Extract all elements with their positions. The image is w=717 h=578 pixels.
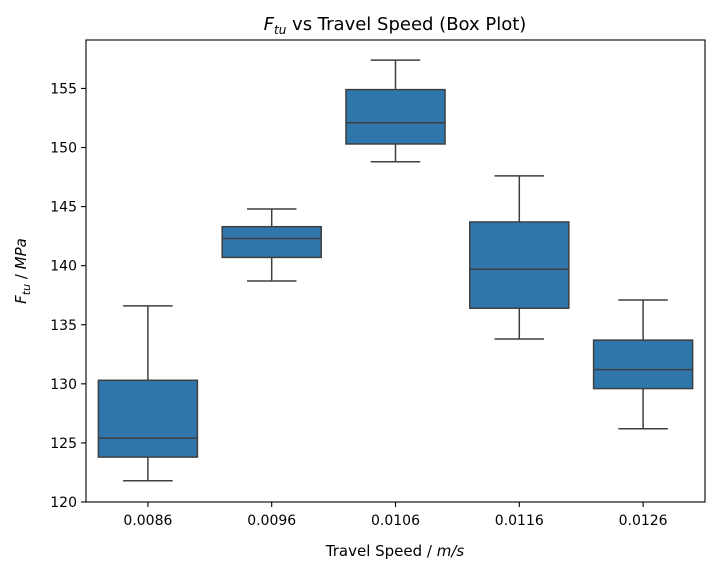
y-tick-label: 140 bbox=[50, 259, 77, 275]
y-axis-ticks: 120 125 130 135 140 145 150 155 bbox=[50, 81, 86, 511]
box-iqr bbox=[592, 339, 694, 390]
box-iqr bbox=[345, 88, 446, 145]
x-tick-label: 0.0096 bbox=[247, 513, 296, 529]
x-tick-label: 0.0126 bbox=[619, 513, 668, 529]
x-tick-label: 0.0116 bbox=[495, 513, 544, 529]
x-tick-label: 0.0106 bbox=[371, 513, 420, 529]
box-iqr bbox=[97, 379, 199, 458]
box-group-0.0106 bbox=[345, 59, 446, 163]
y-tick-label: 155 bbox=[50, 81, 77, 97]
y-tick-label: 120 bbox=[50, 495, 77, 511]
box-group-0.0096 bbox=[221, 208, 322, 282]
box-group-0.0126 bbox=[592, 299, 694, 430]
y-tick-label: 145 bbox=[50, 200, 77, 216]
x-axis-ticks: 0.0086 0.0096 0.0106 0.0116 0.0126 bbox=[123, 502, 668, 529]
box-group-0.0086 bbox=[97, 305, 199, 482]
box-iqr bbox=[221, 225, 322, 259]
y-tick-label: 135 bbox=[50, 318, 77, 334]
box-iqr bbox=[469, 221, 570, 309]
y-tick-label: 125 bbox=[50, 436, 77, 452]
x-tick-label: 0.0086 bbox=[123, 513, 172, 529]
y-tick-label: 130 bbox=[50, 377, 77, 393]
y-axis-label: Ftu / MPa bbox=[12, 238, 33, 304]
chart-title: Ftu vs Travel Speed (Box Plot) bbox=[264, 14, 527, 37]
y-tick-label: 150 bbox=[50, 141, 77, 157]
x-axis-label: Travel Speed / m/s bbox=[325, 542, 465, 560]
boxes-layer bbox=[97, 59, 694, 482]
box-group-0.0116 bbox=[469, 175, 570, 340]
